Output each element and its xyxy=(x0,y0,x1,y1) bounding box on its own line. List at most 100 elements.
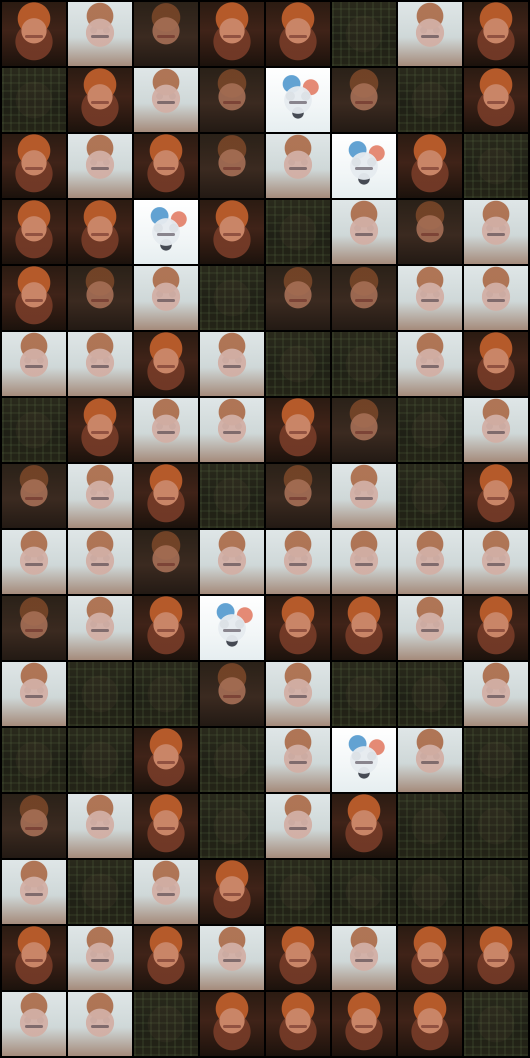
generated-face-tile xyxy=(68,332,132,396)
generated-face-tile xyxy=(398,68,462,132)
generated-face-tile xyxy=(332,662,396,726)
generated-face-tile xyxy=(200,332,264,396)
generated-face-tile xyxy=(464,860,528,924)
generated-face-tile xyxy=(68,2,132,66)
generated-face-tile xyxy=(134,200,198,264)
generated-face-tile xyxy=(134,992,198,1056)
generated-face-tile xyxy=(200,794,264,858)
generated-face-tile xyxy=(134,794,198,858)
generated-face-tile xyxy=(332,794,396,858)
generated-face-tile xyxy=(200,398,264,462)
generated-face-tile xyxy=(398,992,462,1056)
generated-face-tile xyxy=(200,266,264,330)
generated-face-tile xyxy=(398,794,462,858)
generated-face-tile xyxy=(398,332,462,396)
generated-face-tile xyxy=(2,200,66,264)
generated-face-tile xyxy=(68,68,132,132)
generated-face-tile xyxy=(266,332,330,396)
generated-face-tile xyxy=(2,596,66,660)
generated-face-tile xyxy=(134,464,198,528)
generated-face-tile xyxy=(332,398,396,462)
generated-face-tile xyxy=(332,530,396,594)
generated-face-tile xyxy=(134,662,198,726)
generated-face-tile xyxy=(68,728,132,792)
generated-face-tile xyxy=(134,530,198,594)
generated-face-tile xyxy=(266,266,330,330)
generated-face-tile xyxy=(2,134,66,198)
generated-face-tile xyxy=(398,530,462,594)
generated-face-tile xyxy=(464,68,528,132)
generated-face-tile xyxy=(464,464,528,528)
generated-face-tile xyxy=(464,530,528,594)
generated-face-tile xyxy=(2,68,66,132)
generated-face-tile xyxy=(68,530,132,594)
generated-face-tile xyxy=(2,530,66,594)
generated-face-tile xyxy=(464,926,528,990)
generated-face-tile xyxy=(464,332,528,396)
generated-face-tile xyxy=(398,464,462,528)
generated-face-tile xyxy=(332,134,396,198)
generated-face-tile xyxy=(266,134,330,198)
generated-face-tile xyxy=(266,200,330,264)
generated-face-tile xyxy=(464,992,528,1056)
generated-face-tile xyxy=(2,464,66,528)
generated-face-tile xyxy=(134,134,198,198)
generated-face-tile xyxy=(332,992,396,1056)
generated-face-tile xyxy=(332,68,396,132)
generated-face-tile xyxy=(464,596,528,660)
generated-face-tile xyxy=(200,860,264,924)
generated-face-tile xyxy=(266,596,330,660)
generated-face-tile xyxy=(68,926,132,990)
generated-face-tile xyxy=(464,398,528,462)
generated-face-tile xyxy=(68,992,132,1056)
generated-face-tile xyxy=(464,728,528,792)
generated-face-tile xyxy=(332,728,396,792)
generated-face-tile xyxy=(464,200,528,264)
generated-face-tile xyxy=(2,332,66,396)
generated-face-tile xyxy=(398,728,462,792)
generated-face-tile xyxy=(68,134,132,198)
generated-face-tile xyxy=(266,2,330,66)
generated-face-tile xyxy=(332,332,396,396)
generated-face-tile xyxy=(464,2,528,66)
generated-face-tile xyxy=(398,134,462,198)
generated-face-tile xyxy=(266,728,330,792)
generated-face-tile xyxy=(464,266,528,330)
generated-face-tile xyxy=(134,596,198,660)
generated-face-tile xyxy=(464,794,528,858)
generated-face-tile xyxy=(2,398,66,462)
generated-face-tile xyxy=(68,200,132,264)
generated-face-tile xyxy=(332,926,396,990)
generated-face-tile xyxy=(398,2,462,66)
generated-face-tile xyxy=(266,992,330,1056)
generated-face-tile xyxy=(134,266,198,330)
generated-face-tile xyxy=(2,926,66,990)
generated-face-tile xyxy=(398,266,462,330)
generated-face-tile xyxy=(68,662,132,726)
generated-face-tile xyxy=(266,530,330,594)
generated-face-tile xyxy=(464,662,528,726)
generated-face-tile xyxy=(200,2,264,66)
generated-face-tile xyxy=(398,596,462,660)
generated-face-tile xyxy=(332,596,396,660)
generated-face-tile xyxy=(200,662,264,726)
generated-face-tile xyxy=(332,464,396,528)
generated-face-tile xyxy=(266,398,330,462)
generated-face-tile xyxy=(398,926,462,990)
generated-face-tile xyxy=(266,68,330,132)
generated-face-tile xyxy=(200,728,264,792)
generated-face-tile xyxy=(2,662,66,726)
generated-face-tile xyxy=(266,662,330,726)
generated-face-tile xyxy=(2,266,66,330)
generated-face-tile xyxy=(200,464,264,528)
generated-face-tile xyxy=(266,464,330,528)
generated-face-tile xyxy=(134,68,198,132)
generated-face-tile xyxy=(200,68,264,132)
generated-face-tile xyxy=(68,464,132,528)
generated-face-tile xyxy=(398,662,462,726)
generated-face-tile xyxy=(464,134,528,198)
generated-face-tile xyxy=(266,860,330,924)
generated-face-tile xyxy=(2,728,66,792)
generated-face-tile xyxy=(68,596,132,660)
generated-face-tile xyxy=(134,398,198,462)
